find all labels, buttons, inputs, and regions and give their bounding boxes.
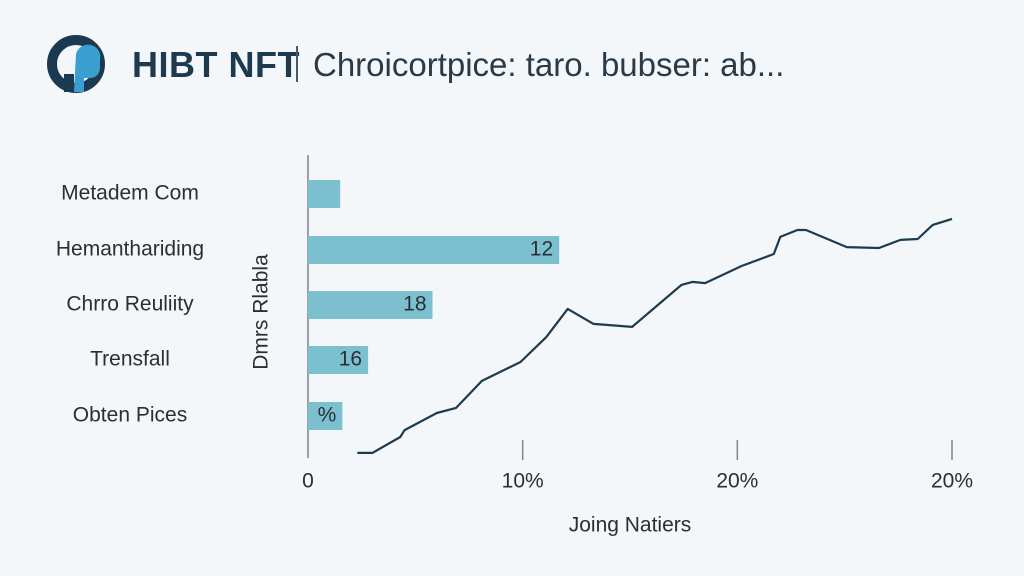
category-label: Trensfall [90,348,170,371]
x-tick-label: 0 [302,470,314,493]
bar-annotation: 12 [530,238,553,261]
bar-annotation: % [318,404,337,427]
category-label: Chrro Reuliity [66,293,194,316]
bar-annotation: 18 [403,293,426,316]
x-tick-label: 10% [502,470,544,493]
x-tick-label: 20% [716,470,758,493]
category-label: Obten Pices [73,404,187,427]
category-label: Hemanthariding [56,238,204,261]
subtitle: Chroicortpice: taro. bubser: ab... [313,46,785,83]
category-label: Metadem Com [61,182,199,205]
bar [308,291,433,319]
separator [296,46,298,82]
line-series [357,217,953,454]
bar [308,402,343,430]
bar [308,236,560,264]
bar [308,180,341,208]
brand: HIBT NFT [132,44,300,85]
bar [308,346,369,374]
x-tick-label: 20% [931,470,973,493]
bar-annotation: 16 [339,348,362,371]
logo [47,35,105,93]
x-axis-label: Joing Natiers [569,514,692,537]
y-axis-label: Dmrs Rlabla [250,254,273,370]
